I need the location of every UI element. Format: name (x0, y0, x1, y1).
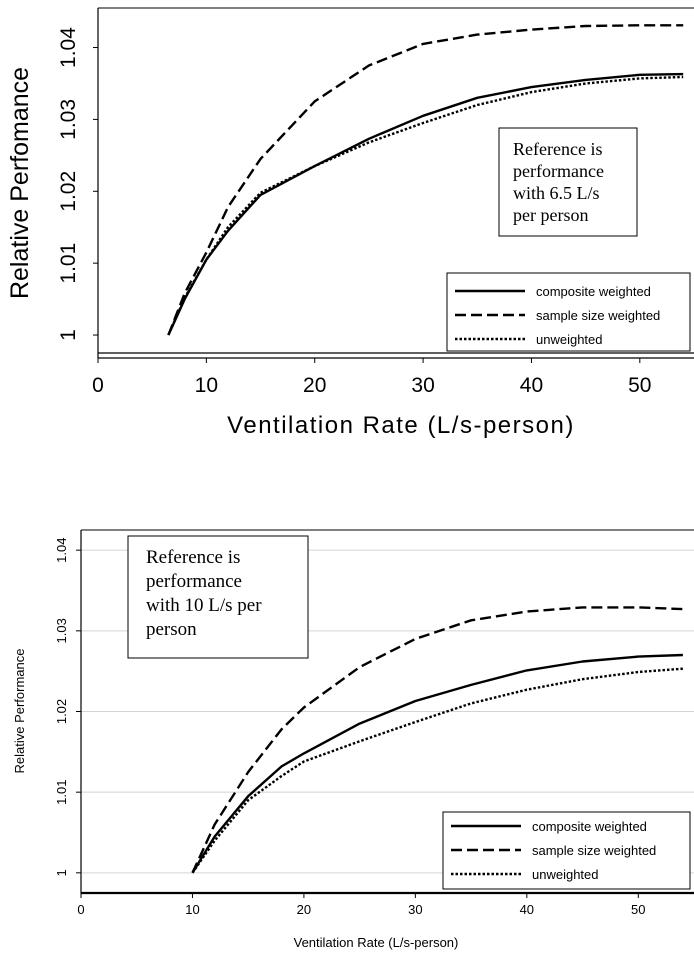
annotation-line: per person (513, 205, 588, 225)
bottom-x-axis-label: Ventilation Rate (L/s-person) (294, 935, 459, 950)
series-line-dashed (191, 606, 683, 874)
annotation-line: person (146, 619, 197, 640)
series-line-solid (191, 653, 683, 874)
top-legend: composite weighted sample size weighted … (446, 272, 691, 352)
legend-label: sample size weighted (532, 843, 656, 858)
top-chart: 1 1.01 1.02 1.03 1.04 0 10 20 30 40 50 Relative P… (6, 7, 694, 439)
x-tick-label: 40 (520, 902, 534, 917)
series-line-dotted (167, 75, 684, 336)
annotation-line: performance (146, 571, 242, 592)
y-tick-label: 1 (57, 329, 80, 341)
y-tick-label: 1.02 (57, 171, 80, 212)
y-tick-label: 1 (54, 869, 69, 876)
y-tick-label: 1.02 (54, 699, 69, 724)
x-tick-label: 20 (303, 374, 326, 397)
bottom-legend: composite weighted sample size weighted … (442, 811, 691, 890)
y-tick-label: 1.03 (54, 618, 69, 643)
series-line-dotted (191, 667, 683, 874)
bottom-chart: 1 1.01 1.02 1.03 1.04 0 10 20 30 40 50 Relative P… (12, 529, 694, 950)
x-tick-label: 50 (631, 902, 645, 917)
annotation-line: with 10 L/s per (146, 595, 262, 616)
x-tick-label: 10 (185, 902, 199, 917)
bottom-annotation-box: Reference is performance with 10 L/s per… (127, 535, 309, 659)
annotation-line: performance (513, 161, 604, 181)
legend-label: unweighted (532, 867, 599, 882)
x-tick-label: 30 (411, 374, 434, 397)
x-tick-label: 10 (195, 374, 218, 397)
y-tick-label: 1.01 (54, 780, 69, 805)
y-tick-label: 1.04 (54, 538, 69, 563)
x-tick-label: 0 (77, 902, 84, 917)
x-tick-label: 30 (408, 902, 422, 917)
top-x-axis-label: Ventilation Rate (L/s-person) (227, 412, 575, 439)
x-tick-label: 0 (92, 374, 104, 397)
legend-label: sample size weighted (536, 308, 660, 323)
top-annotation-box: Reference is performance with 6.5 L/s pe… (498, 127, 638, 237)
x-tick-label: 50 (628, 374, 651, 397)
x-tick-label: 40 (520, 374, 543, 397)
series-line-dashed (167, 24, 684, 336)
annotation-line: Reference is (513, 139, 602, 159)
legend-label: composite weighted (532, 819, 647, 834)
x-tick-label: 20 (297, 902, 311, 917)
bottom-y-axis-label: Relative Performance (12, 649, 27, 774)
y-tick-label: 1.01 (57, 243, 80, 284)
legend-label: unweighted (536, 332, 603, 347)
annotation-line: Reference is (146, 547, 240, 568)
top-y-axis-label: Relative Perfomance (6, 67, 34, 299)
annotation-line: with 6.5 L/s (513, 183, 600, 203)
y-tick-label: 1.03 (57, 99, 80, 140)
series-line-solid (167, 72, 684, 336)
y-tick-label: 1.04 (57, 27, 80, 68)
legend-label: composite weighted (536, 284, 651, 299)
